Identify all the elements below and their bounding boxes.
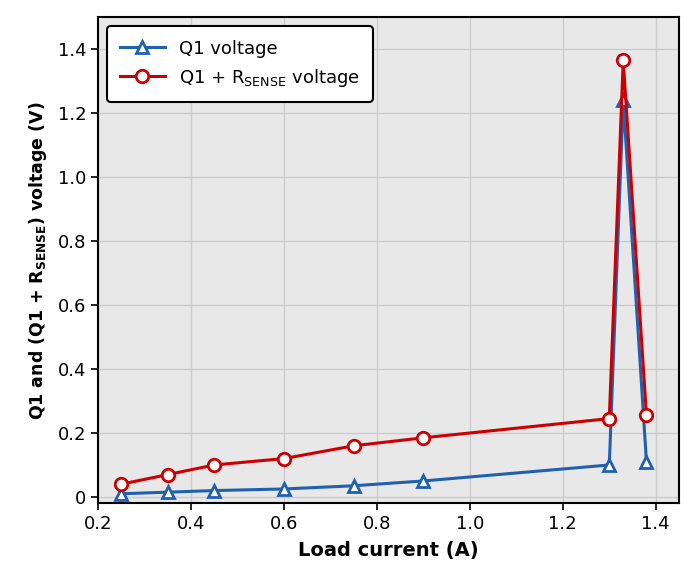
Legend: Q1 voltage, Q1 + R$_\mathregular{SENSE}$ voltage: Q1 voltage, Q1 + R$_\mathregular{SENSE}$… [107, 26, 372, 102]
X-axis label: Load current (A): Load current (A) [298, 542, 479, 561]
Y-axis label: Q1 and (Q1 + R$_\mathregular{SENSE}$) voltage (V): Q1 and (Q1 + R$_\mathregular{SENSE}$) vo… [27, 101, 49, 419]
